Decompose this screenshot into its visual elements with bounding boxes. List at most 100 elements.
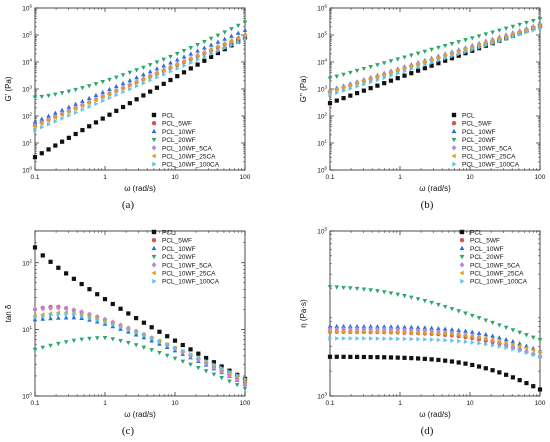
data-point — [388, 324, 394, 329]
data-point — [511, 34, 516, 40]
data-point — [188, 362, 193, 367]
data-point — [381, 290, 387, 295]
data-point — [142, 333, 147, 338]
data-point — [477, 45, 482, 50]
x-tick-label: 0.1 — [30, 400, 39, 407]
legend-marker — [452, 161, 457, 167]
y-axis-label: G'' (Pa) — [299, 75, 308, 102]
data-point — [211, 372, 217, 377]
data-point — [121, 89, 126, 95]
data-point — [409, 71, 414, 76]
data-point — [141, 335, 147, 340]
data-point — [483, 332, 489, 337]
data-point — [162, 72, 167, 77]
data-point — [457, 51, 462, 57]
legend-label: PCL — [470, 230, 483, 237]
data-point — [102, 336, 108, 341]
legend-label: PCL_10WF_100CA — [162, 162, 220, 169]
y-tick-label: 104 — [317, 58, 327, 67]
legend-entry: PCL_10WF — [459, 245, 504, 253]
data-point — [436, 58, 441, 63]
data-point — [510, 338, 516, 344]
data-point — [361, 354, 366, 360]
y-axis-label: tan δ — [4, 304, 13, 322]
y-tick-base: 10 — [317, 33, 325, 40]
data-point — [164, 353, 170, 358]
legend-entry: PCL_10WF_25CA — [151, 271, 216, 278]
data-point — [110, 301, 115, 307]
data-point — [388, 329, 393, 335]
data-point — [361, 88, 366, 93]
data-point — [32, 95, 38, 100]
data-point — [196, 365, 201, 371]
data-point — [114, 108, 119, 113]
legend-label: PCL_20WF — [162, 137, 196, 144]
data-point — [422, 356, 427, 361]
y-tick-base: 10 — [22, 114, 30, 121]
data-point — [436, 45, 441, 51]
data-point — [165, 334, 170, 339]
legend-marker — [151, 270, 156, 276]
legend-label: PCL_10WF_5CA — [162, 145, 213, 152]
data-point — [71, 307, 77, 313]
data-point — [396, 71, 401, 76]
data-point — [402, 324, 407, 329]
y-axis-label: G' (Pa) — [4, 76, 13, 101]
y-tick-exponent: 3 — [324, 85, 327, 90]
data-point — [188, 351, 194, 357]
data-point — [32, 124, 37, 130]
data-point — [348, 70, 353, 76]
x-axis-label: ω (rad/s) — [124, 410, 156, 419]
data-point — [73, 87, 78, 93]
series-PCL_10WF — [327, 323, 543, 353]
data-point — [388, 355, 394, 360]
data-point — [429, 63, 434, 68]
data-point — [524, 20, 529, 26]
x-axis-label: ω (rad/s) — [419, 184, 451, 193]
data-point — [443, 337, 448, 343]
data-point — [219, 369, 224, 375]
data-point — [189, 60, 194, 65]
legend-label: PCL_5WF — [162, 121, 192, 128]
data-point — [126, 340, 131, 346]
data-point — [127, 70, 133, 75]
data-point — [107, 112, 112, 117]
data-point — [64, 271, 69, 276]
legend-entry: PCL_10WF_25CA — [451, 154, 516, 161]
data-point — [46, 121, 52, 127]
y-tick-exponent: 3 — [29, 85, 32, 90]
data-point — [537, 17, 543, 22]
data-point — [161, 63, 167, 68]
data-point — [463, 361, 468, 366]
legend-label: PCL_5WF — [162, 238, 192, 245]
data-point — [227, 369, 232, 374]
legend-label: PCL_10WF_100CA — [162, 279, 220, 286]
data-point — [423, 337, 428, 342]
data-point — [483, 336, 488, 341]
data-point — [46, 118, 51, 124]
data-point — [229, 27, 234, 32]
data-point — [211, 365, 217, 371]
legend-entry: PCL_10WF_100CA — [452, 162, 520, 169]
data-point — [215, 39, 221, 44]
data-point — [381, 61, 387, 66]
data-point — [415, 297, 421, 302]
data-point — [463, 49, 469, 55]
y-tick-base: 10 — [22, 260, 30, 267]
data-point — [415, 51, 421, 56]
data-point — [496, 36, 502, 41]
data-point — [180, 359, 186, 364]
y-tick-label: 104 — [22, 58, 32, 67]
data-point — [39, 94, 45, 100]
legend-entry: PCL_20WF — [451, 137, 496, 144]
legend-entry: PCL_10WF — [151, 245, 196, 253]
data-point — [157, 350, 162, 356]
series-PCL_5WF — [32, 304, 248, 385]
data-point — [503, 336, 509, 342]
data-point — [375, 355, 380, 360]
data-point — [174, 51, 180, 57]
data-point — [141, 80, 146, 86]
data-point — [174, 57, 180, 62]
data-point — [517, 22, 522, 28]
